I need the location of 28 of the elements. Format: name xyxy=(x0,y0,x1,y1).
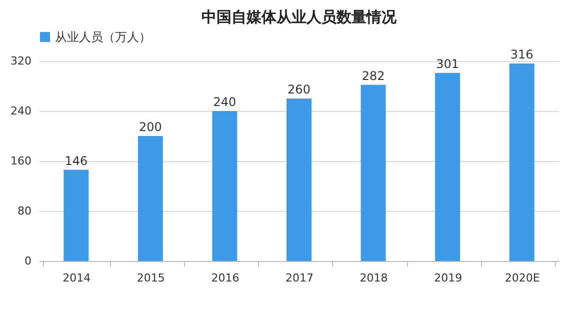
data-label: 301 xyxy=(436,56,460,71)
data-label: 260 xyxy=(288,82,310,96)
y-tick-label: 0 xyxy=(24,254,32,268)
x-tick-label: 2014 xyxy=(62,272,91,284)
data-label: 316 xyxy=(510,48,534,62)
chart-title: 中国自媒体从业人员数量情况 xyxy=(202,8,398,26)
data-label: 200 xyxy=(138,120,162,134)
bar xyxy=(64,170,89,261)
bar xyxy=(435,72,460,261)
data-label: 240 xyxy=(213,95,236,109)
y-tick-label: 320 xyxy=(10,54,32,68)
data-label: 146 xyxy=(64,154,88,168)
data-label: 282 xyxy=(362,68,385,83)
x-tick-label: 2018 xyxy=(360,272,388,284)
bar xyxy=(509,64,534,261)
bar xyxy=(212,111,238,261)
x-tick-label: 2016 xyxy=(211,272,240,284)
y-tick-label: 240 xyxy=(10,104,32,118)
y-tick-label: 160 xyxy=(10,154,32,168)
bar xyxy=(138,136,163,261)
bar xyxy=(360,84,386,261)
x-tick-label: 2020E xyxy=(504,272,540,284)
bar xyxy=(286,98,312,261)
x-tick-label: 2015 xyxy=(136,272,165,284)
x-tick-label: 2019 xyxy=(434,272,462,284)
legend-label: 从业人员（万人） xyxy=(55,30,151,44)
x-tick-label: 2017 xyxy=(286,272,314,284)
y-tick-label: 80 xyxy=(18,204,32,218)
